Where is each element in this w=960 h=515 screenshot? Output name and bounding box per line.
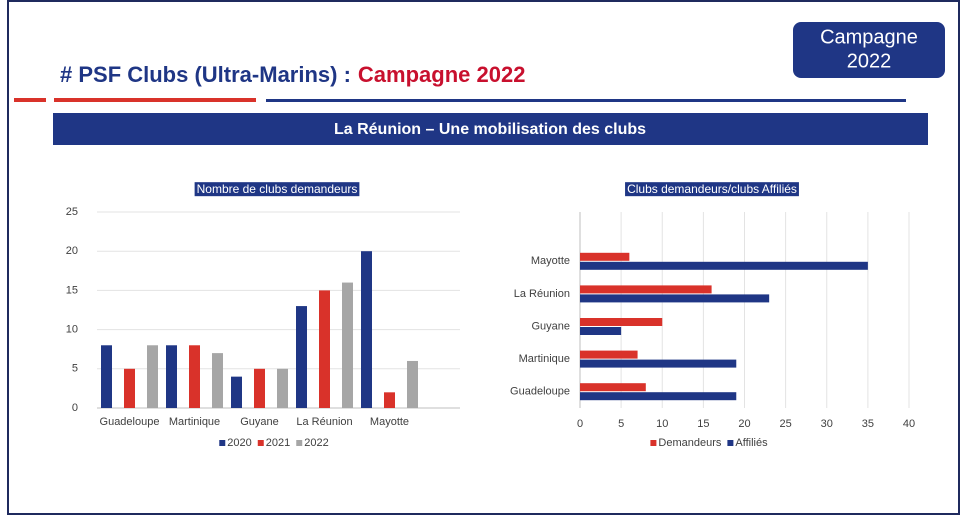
legend-label: Demandeurs [658, 437, 721, 449]
badge-line: 2022 [847, 50, 892, 72]
chart-title-bg [625, 182, 799, 197]
x-tick-label: Guadeloupe [100, 416, 160, 428]
chart-title-bg [194, 182, 360, 197]
bar [384, 392, 395, 408]
banner-text: La Réunion – Une mobilisation des clubs [334, 121, 646, 138]
bar [580, 294, 770, 303]
x-tick-label: 10 [656, 418, 668, 430]
x-tick-label: 25 [780, 418, 792, 430]
x-tick-label: Guyane [240, 416, 279, 428]
chart-title: Nombre de clubs demandeurs [197, 182, 358, 196]
badge [793, 22, 945, 78]
bar [580, 359, 737, 368]
bar [580, 327, 622, 335]
bar [580, 261, 868, 270]
bar [580, 392, 737, 401]
title: # PSF Clubs (Ultra-Marins) : Campagne 202… [60, 62, 525, 87]
legend-label: Affiliés [735, 437, 768, 449]
x-tick-label: 0 [577, 418, 583, 430]
y-tick-label: 0 [72, 402, 78, 414]
y-tick-label: 25 [66, 206, 78, 218]
banner [53, 113, 928, 145]
y-tick-label: 10 [66, 324, 78, 336]
legend-label: 2020 [227, 437, 251, 449]
deco [14, 98, 46, 102]
bar [254, 368, 265, 408]
bar [580, 318, 663, 326]
deco [266, 99, 906, 102]
x-tick-label: 20 [738, 418, 750, 430]
bar [580, 350, 638, 359]
x-tick-label: 30 [821, 418, 833, 430]
bar [296, 306, 307, 408]
bar [231, 376, 242, 408]
bar [580, 383, 646, 392]
y-tick-label: 15 [66, 284, 78, 296]
bar [124, 368, 135, 408]
y-tick-label: Martinique [519, 353, 570, 365]
chart-title: Clubs demandeurs/clubs Affiliés [627, 182, 797, 196]
legend-label: 2021 [266, 437, 290, 449]
bar [147, 345, 158, 408]
y-tick-label: 5 [72, 363, 78, 375]
bar [407, 360, 418, 408]
bar [580, 252, 630, 261]
x-tick-label: 5 [618, 418, 624, 430]
bar [319, 290, 330, 408]
bar [212, 353, 223, 408]
y-tick-label: Guyane [531, 320, 570, 332]
legend-swatch [257, 440, 264, 446]
x-tick-label: 35 [862, 418, 874, 430]
deco [54, 98, 256, 102]
legend-swatch [219, 440, 226, 446]
y-tick-label: Mayotte [531, 255, 570, 267]
x-tick-label: Mayotte [370, 416, 409, 428]
x-tick-label: La Réunion [296, 416, 352, 428]
bar [342, 282, 353, 408]
legend-label: 2022 [304, 437, 328, 449]
bar [277, 368, 288, 408]
title-part: Campagne 2022 [358, 62, 526, 87]
slide-border [7, 0, 960, 515]
y-tick-label: Guadeloupe [510, 386, 570, 398]
bar [361, 251, 372, 408]
x-tick-label: 15 [697, 418, 709, 430]
x-tick-label: Martinique [169, 416, 220, 428]
badge-line: Campagne [820, 26, 918, 48]
title-part: # PSF Clubs (Ultra-Marins) : [60, 62, 351, 87]
y-tick-label: 20 [66, 245, 78, 257]
bar [101, 345, 112, 408]
legend-swatch [296, 440, 303, 446]
x-tick-label: 40 [903, 418, 915, 430]
y-tick-label: La Réunion [514, 288, 570, 300]
legend-swatch [650, 440, 657, 446]
bar [166, 345, 177, 408]
legend-swatch [727, 440, 734, 446]
bar [580, 285, 712, 294]
bar [189, 345, 200, 408]
